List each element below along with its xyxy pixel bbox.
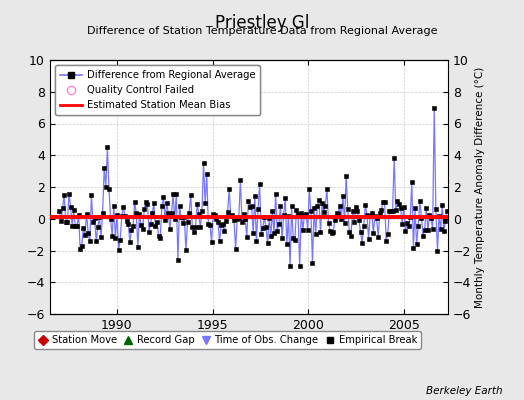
Text: Berkeley Earth: Berkeley Earth bbox=[427, 386, 503, 396]
Legend: Difference from Regional Average, Quality Control Failed, Estimated Station Mean: Difference from Regional Average, Qualit… bbox=[55, 65, 260, 115]
Legend: Station Move, Record Gap, Time of Obs. Change, Empirical Break: Station Move, Record Gap, Time of Obs. C… bbox=[34, 331, 421, 349]
Text: Priestley Gl: Priestley Gl bbox=[215, 14, 309, 32]
Y-axis label: Monthly Temperature Anomaly Difference (°C): Monthly Temperature Anomaly Difference (… bbox=[475, 66, 485, 308]
Text: Difference of Station Temperature Data from Regional Average: Difference of Station Temperature Data f… bbox=[87, 26, 437, 36]
